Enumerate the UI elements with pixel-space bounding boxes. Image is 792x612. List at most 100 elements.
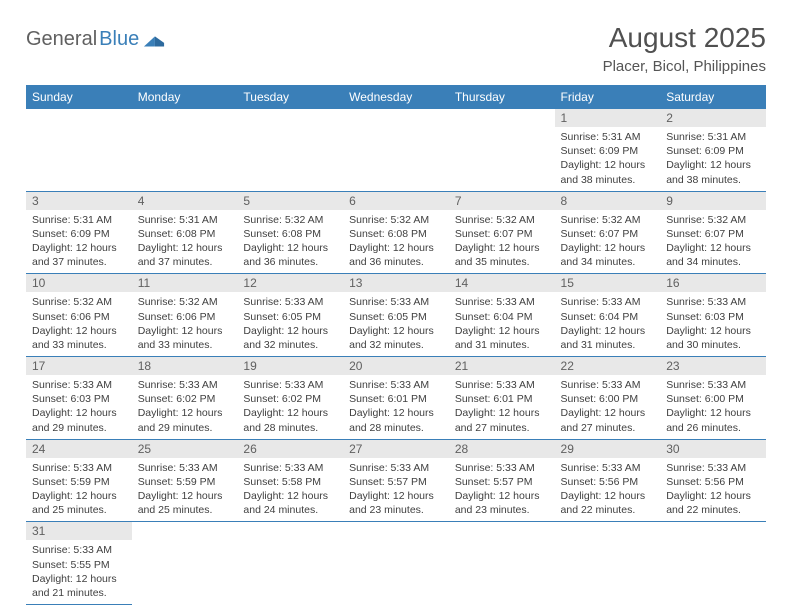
calendar-row: 3Sunrise: 5:31 AMSunset: 6:09 PMDaylight… xyxy=(26,191,766,274)
day-number: 16 xyxy=(660,274,766,292)
calendar-cell xyxy=(237,109,343,191)
day-number: 14 xyxy=(449,274,555,292)
calendar-cell: 20Sunrise: 5:33 AMSunset: 6:01 PMDayligh… xyxy=(343,357,449,440)
day-details: Sunrise: 5:32 AMSunset: 6:07 PMDaylight:… xyxy=(449,210,555,274)
day-details: Sunrise: 5:33 AMSunset: 6:05 PMDaylight:… xyxy=(237,292,343,356)
calendar-cell: 18Sunrise: 5:33 AMSunset: 6:02 PMDayligh… xyxy=(132,357,238,440)
calendar-cell: 27Sunrise: 5:33 AMSunset: 5:57 PMDayligh… xyxy=(343,439,449,522)
day-details: Sunrise: 5:31 AMSunset: 6:09 PMDaylight:… xyxy=(660,127,766,191)
calendar-cell: 10Sunrise: 5:32 AMSunset: 6:06 PMDayligh… xyxy=(26,274,132,357)
calendar-cell: 7Sunrise: 5:32 AMSunset: 6:07 PMDaylight… xyxy=(449,191,555,274)
title-block: August 2025 Placer, Bicol, Philippines xyxy=(603,22,766,75)
logo-text-blue: Blue xyxy=(99,28,139,51)
day-details: Sunrise: 5:33 AMSunset: 5:55 PMDaylight:… xyxy=(26,540,132,604)
day-number: 24 xyxy=(26,440,132,458)
month-title: August 2025 xyxy=(603,22,766,54)
calendar-cell: 21Sunrise: 5:33 AMSunset: 6:01 PMDayligh… xyxy=(449,357,555,440)
calendar-cell xyxy=(660,522,766,605)
header: GeneralBlue August 2025 Placer, Bicol, P… xyxy=(26,22,766,75)
day-number: 28 xyxy=(449,440,555,458)
day-header: Wednesday xyxy=(343,85,449,109)
day-number: 5 xyxy=(237,192,343,210)
calendar-cell: 17Sunrise: 5:33 AMSunset: 6:03 PMDayligh… xyxy=(26,357,132,440)
day-details: Sunrise: 5:33 AMSunset: 6:04 PMDaylight:… xyxy=(555,292,661,356)
calendar-cell: 2Sunrise: 5:31 AMSunset: 6:09 PMDaylight… xyxy=(660,109,766,191)
logo-icon xyxy=(143,31,165,45)
day-details: Sunrise: 5:33 AMSunset: 5:59 PMDaylight:… xyxy=(132,458,238,522)
calendar-cell xyxy=(449,522,555,605)
day-number: 6 xyxy=(343,192,449,210)
calendar-cell xyxy=(237,522,343,605)
day-number: 7 xyxy=(449,192,555,210)
day-number: 1 xyxy=(555,109,661,127)
day-number: 9 xyxy=(660,192,766,210)
calendar-cell: 11Sunrise: 5:32 AMSunset: 6:06 PMDayligh… xyxy=(132,274,238,357)
day-details: Sunrise: 5:33 AMSunset: 6:05 PMDaylight:… xyxy=(343,292,449,356)
day-details: Sunrise: 5:33 AMSunset: 5:56 PMDaylight:… xyxy=(660,458,766,522)
day-header: Tuesday xyxy=(237,85,343,109)
day-number: 4 xyxy=(132,192,238,210)
calendar-cell xyxy=(343,109,449,191)
calendar-cell: 5Sunrise: 5:32 AMSunset: 6:08 PMDaylight… xyxy=(237,191,343,274)
day-details: Sunrise: 5:32 AMSunset: 6:06 PMDaylight:… xyxy=(132,292,238,356)
logo: GeneralBlue xyxy=(26,28,165,51)
day-number: 8 xyxy=(555,192,661,210)
calendar-cell: 22Sunrise: 5:33 AMSunset: 6:00 PMDayligh… xyxy=(555,357,661,440)
calendar-cell: 29Sunrise: 5:33 AMSunset: 5:56 PMDayligh… xyxy=(555,439,661,522)
day-number: 31 xyxy=(26,522,132,540)
day-number: 27 xyxy=(343,440,449,458)
calendar-cell: 28Sunrise: 5:33 AMSunset: 5:57 PMDayligh… xyxy=(449,439,555,522)
calendar-body: 1Sunrise: 5:31 AMSunset: 6:09 PMDaylight… xyxy=(26,109,766,605)
day-number: 25 xyxy=(132,440,238,458)
calendar-cell: 4Sunrise: 5:31 AMSunset: 6:08 PMDaylight… xyxy=(132,191,238,274)
calendar-row: 1Sunrise: 5:31 AMSunset: 6:09 PMDaylight… xyxy=(26,109,766,191)
calendar-cell: 15Sunrise: 5:33 AMSunset: 6:04 PMDayligh… xyxy=(555,274,661,357)
day-number: 23 xyxy=(660,357,766,375)
day-details: Sunrise: 5:33 AMSunset: 6:03 PMDaylight:… xyxy=(660,292,766,356)
day-number: 17 xyxy=(26,357,132,375)
day-details: Sunrise: 5:33 AMSunset: 6:02 PMDaylight:… xyxy=(237,375,343,439)
day-header: Monday xyxy=(132,85,238,109)
day-details: Sunrise: 5:32 AMSunset: 6:08 PMDaylight:… xyxy=(237,210,343,274)
day-details: Sunrise: 5:33 AMSunset: 5:57 PMDaylight:… xyxy=(449,458,555,522)
calendar-cell: 24Sunrise: 5:33 AMSunset: 5:59 PMDayligh… xyxy=(26,439,132,522)
day-number: 15 xyxy=(555,274,661,292)
day-number: 22 xyxy=(555,357,661,375)
calendar-row: 24Sunrise: 5:33 AMSunset: 5:59 PMDayligh… xyxy=(26,439,766,522)
day-header: Sunday xyxy=(26,85,132,109)
day-number: 20 xyxy=(343,357,449,375)
day-number: 10 xyxy=(26,274,132,292)
day-header-row: SundayMondayTuesdayWednesdayThursdayFrid… xyxy=(26,85,766,109)
day-details: Sunrise: 5:33 AMSunset: 5:58 PMDaylight:… xyxy=(237,458,343,522)
calendar-cell: 12Sunrise: 5:33 AMSunset: 6:05 PMDayligh… xyxy=(237,274,343,357)
day-number: 3 xyxy=(26,192,132,210)
day-details: Sunrise: 5:33 AMSunset: 6:01 PMDaylight:… xyxy=(343,375,449,439)
day-details: Sunrise: 5:33 AMSunset: 5:57 PMDaylight:… xyxy=(343,458,449,522)
calendar-row: 31Sunrise: 5:33 AMSunset: 5:55 PMDayligh… xyxy=(26,522,766,605)
calendar-cell xyxy=(555,522,661,605)
day-details: Sunrise: 5:33 AMSunset: 5:56 PMDaylight:… xyxy=(555,458,661,522)
calendar-cell xyxy=(132,109,238,191)
logo-text-general: General xyxy=(26,28,97,51)
calendar-cell: 13Sunrise: 5:33 AMSunset: 6:05 PMDayligh… xyxy=(343,274,449,357)
day-details: Sunrise: 5:31 AMSunset: 6:08 PMDaylight:… xyxy=(132,210,238,274)
day-details: Sunrise: 5:33 AMSunset: 6:00 PMDaylight:… xyxy=(660,375,766,439)
calendar-row: 10Sunrise: 5:32 AMSunset: 6:06 PMDayligh… xyxy=(26,274,766,357)
day-header: Friday xyxy=(555,85,661,109)
day-header: Saturday xyxy=(660,85,766,109)
day-number: 2 xyxy=(660,109,766,127)
calendar-cell: 8Sunrise: 5:32 AMSunset: 6:07 PMDaylight… xyxy=(555,191,661,274)
calendar-cell xyxy=(343,522,449,605)
calendar-cell xyxy=(26,109,132,191)
calendar-cell: 31Sunrise: 5:33 AMSunset: 5:55 PMDayligh… xyxy=(26,522,132,605)
day-details: Sunrise: 5:33 AMSunset: 6:02 PMDaylight:… xyxy=(132,375,238,439)
calendar-cell: 25Sunrise: 5:33 AMSunset: 5:59 PMDayligh… xyxy=(132,439,238,522)
location: Placer, Bicol, Philippines xyxy=(603,58,766,75)
calendar-cell: 23Sunrise: 5:33 AMSunset: 6:00 PMDayligh… xyxy=(660,357,766,440)
day-details: Sunrise: 5:32 AMSunset: 6:07 PMDaylight:… xyxy=(660,210,766,274)
day-number: 19 xyxy=(237,357,343,375)
calendar-cell xyxy=(132,522,238,605)
calendar-row: 17Sunrise: 5:33 AMSunset: 6:03 PMDayligh… xyxy=(26,357,766,440)
day-details: Sunrise: 5:33 AMSunset: 6:01 PMDaylight:… xyxy=(449,375,555,439)
calendar-table: SundayMondayTuesdayWednesdayThursdayFrid… xyxy=(26,85,766,605)
